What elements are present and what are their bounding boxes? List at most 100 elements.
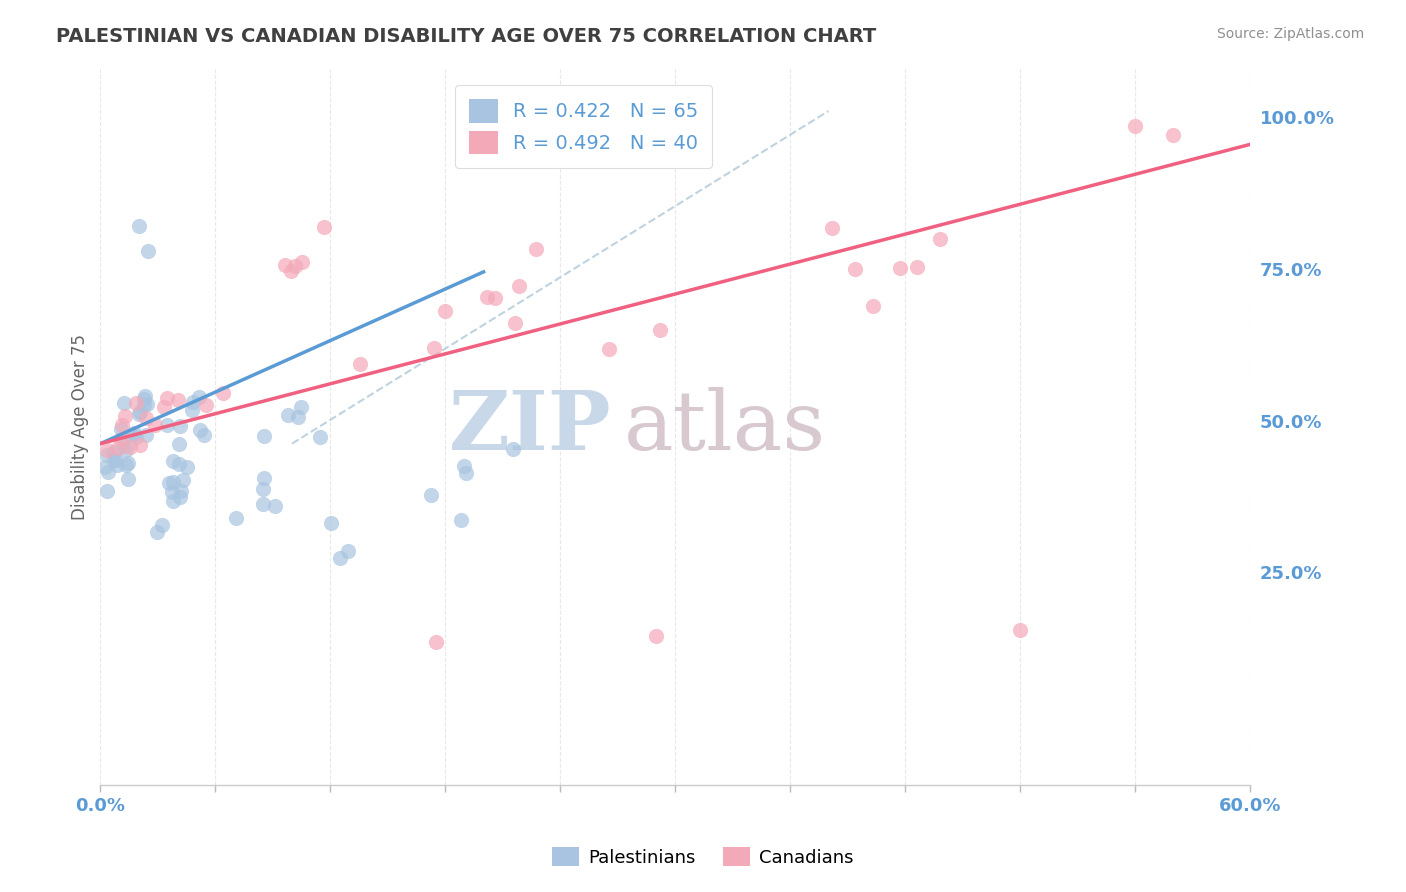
Palestinians	[181, 403, 204, 417]
Palestinians	[290, 400, 312, 414]
Canadians	[1123, 119, 1146, 133]
Palestinians	[96, 448, 118, 462]
Palestinians	[181, 395, 204, 409]
Palestinians	[96, 465, 118, 479]
Legend: Palestinians, Canadians: Palestinians, Canadians	[546, 840, 860, 874]
Palestinians	[135, 428, 157, 442]
Text: PALESTINIAN VS CANADIAN DISABILITY AGE OVER 75 CORRELATION CHART: PALESTINIAN VS CANADIAN DISABILITY AGE O…	[56, 27, 876, 45]
Canadians	[143, 417, 166, 432]
Canadians	[280, 264, 302, 278]
Palestinians	[96, 484, 118, 499]
Canadians	[475, 290, 498, 304]
Canadians	[195, 398, 218, 412]
Palestinians	[453, 458, 475, 473]
Palestinians	[156, 417, 179, 432]
Canadians	[349, 358, 371, 372]
Canadians	[129, 438, 152, 452]
Canadians	[508, 278, 530, 293]
Canadians	[120, 440, 142, 454]
Palestinians	[150, 517, 173, 532]
Canadians	[648, 323, 671, 337]
Canadians	[889, 261, 911, 276]
Palestinians	[253, 428, 276, 442]
Canadians	[598, 342, 620, 356]
Palestinians	[112, 439, 135, 453]
Canadians	[114, 409, 136, 424]
Palestinians	[103, 445, 125, 459]
Canadians	[503, 316, 526, 330]
Palestinians	[162, 475, 184, 489]
Palestinians	[94, 460, 117, 475]
Palestinians	[103, 453, 125, 467]
Palestinians	[128, 407, 150, 421]
Palestinians	[122, 425, 145, 440]
Canadians	[312, 219, 335, 234]
Text: Source: ZipAtlas.com: Source: ZipAtlas.com	[1216, 27, 1364, 41]
Palestinians	[308, 430, 330, 444]
Canadians	[524, 242, 547, 256]
Canadians	[928, 232, 950, 246]
Canadians	[291, 254, 314, 268]
Canadians	[433, 304, 456, 318]
Palestinians	[117, 457, 139, 471]
Palestinians	[110, 422, 132, 436]
Palestinians	[162, 453, 184, 467]
Palestinians	[169, 490, 191, 504]
Canadians	[844, 261, 866, 276]
Palestinians	[125, 430, 148, 444]
Palestinians	[253, 471, 276, 485]
Canadians	[125, 396, 148, 410]
Canadians	[862, 299, 884, 313]
Palestinians	[115, 458, 138, 473]
Palestinians	[105, 453, 128, 467]
Palestinians	[120, 427, 142, 442]
Palestinians	[329, 551, 352, 566]
Palestinians	[134, 399, 156, 413]
Palestinians	[136, 397, 159, 411]
Palestinians	[128, 405, 150, 419]
Palestinians	[225, 510, 247, 524]
Palestinians	[112, 396, 135, 410]
Palestinians	[319, 516, 342, 530]
Palestinians	[134, 389, 156, 403]
Palestinians	[170, 484, 193, 499]
Canadians	[1010, 623, 1032, 637]
Canadians	[273, 258, 295, 272]
Palestinians	[167, 436, 190, 450]
Palestinians	[450, 513, 472, 527]
Palestinians	[336, 543, 359, 558]
Text: ZIP: ZIP	[450, 386, 612, 467]
Canadians	[425, 635, 447, 649]
Canadians	[152, 400, 174, 414]
Canadians	[423, 341, 446, 355]
Legend: R = 0.422   N = 65, R = 0.492   N = 40: R = 0.422 N = 65, R = 0.492 N = 40	[456, 86, 713, 168]
Y-axis label: Disability Age Over 75: Disability Age Over 75	[72, 334, 89, 520]
Palestinians	[146, 525, 169, 540]
Palestinians	[134, 392, 156, 407]
Palestinians	[187, 390, 209, 404]
Palestinians	[287, 409, 309, 424]
Palestinians	[193, 428, 215, 442]
Canadians	[1163, 128, 1185, 143]
Palestinians	[188, 423, 211, 437]
Palestinians	[252, 497, 274, 511]
Canadians	[905, 260, 928, 274]
Palestinians	[115, 443, 138, 458]
Canadians	[135, 410, 157, 425]
Palestinians	[419, 487, 441, 501]
Palestinians	[160, 484, 183, 499]
Canadians	[110, 432, 132, 446]
Palestinians	[264, 499, 287, 513]
Text: atlas: atlas	[623, 386, 825, 467]
Palestinians	[176, 459, 198, 474]
Palestinians	[502, 442, 524, 457]
Canadians	[107, 442, 129, 456]
Canadians	[645, 629, 668, 643]
Canadians	[96, 442, 118, 457]
Palestinians	[162, 493, 184, 508]
Palestinians	[128, 219, 150, 234]
Canadians	[156, 391, 179, 405]
Palestinians	[277, 408, 299, 422]
Palestinians	[117, 472, 139, 486]
Canadians	[284, 260, 307, 274]
